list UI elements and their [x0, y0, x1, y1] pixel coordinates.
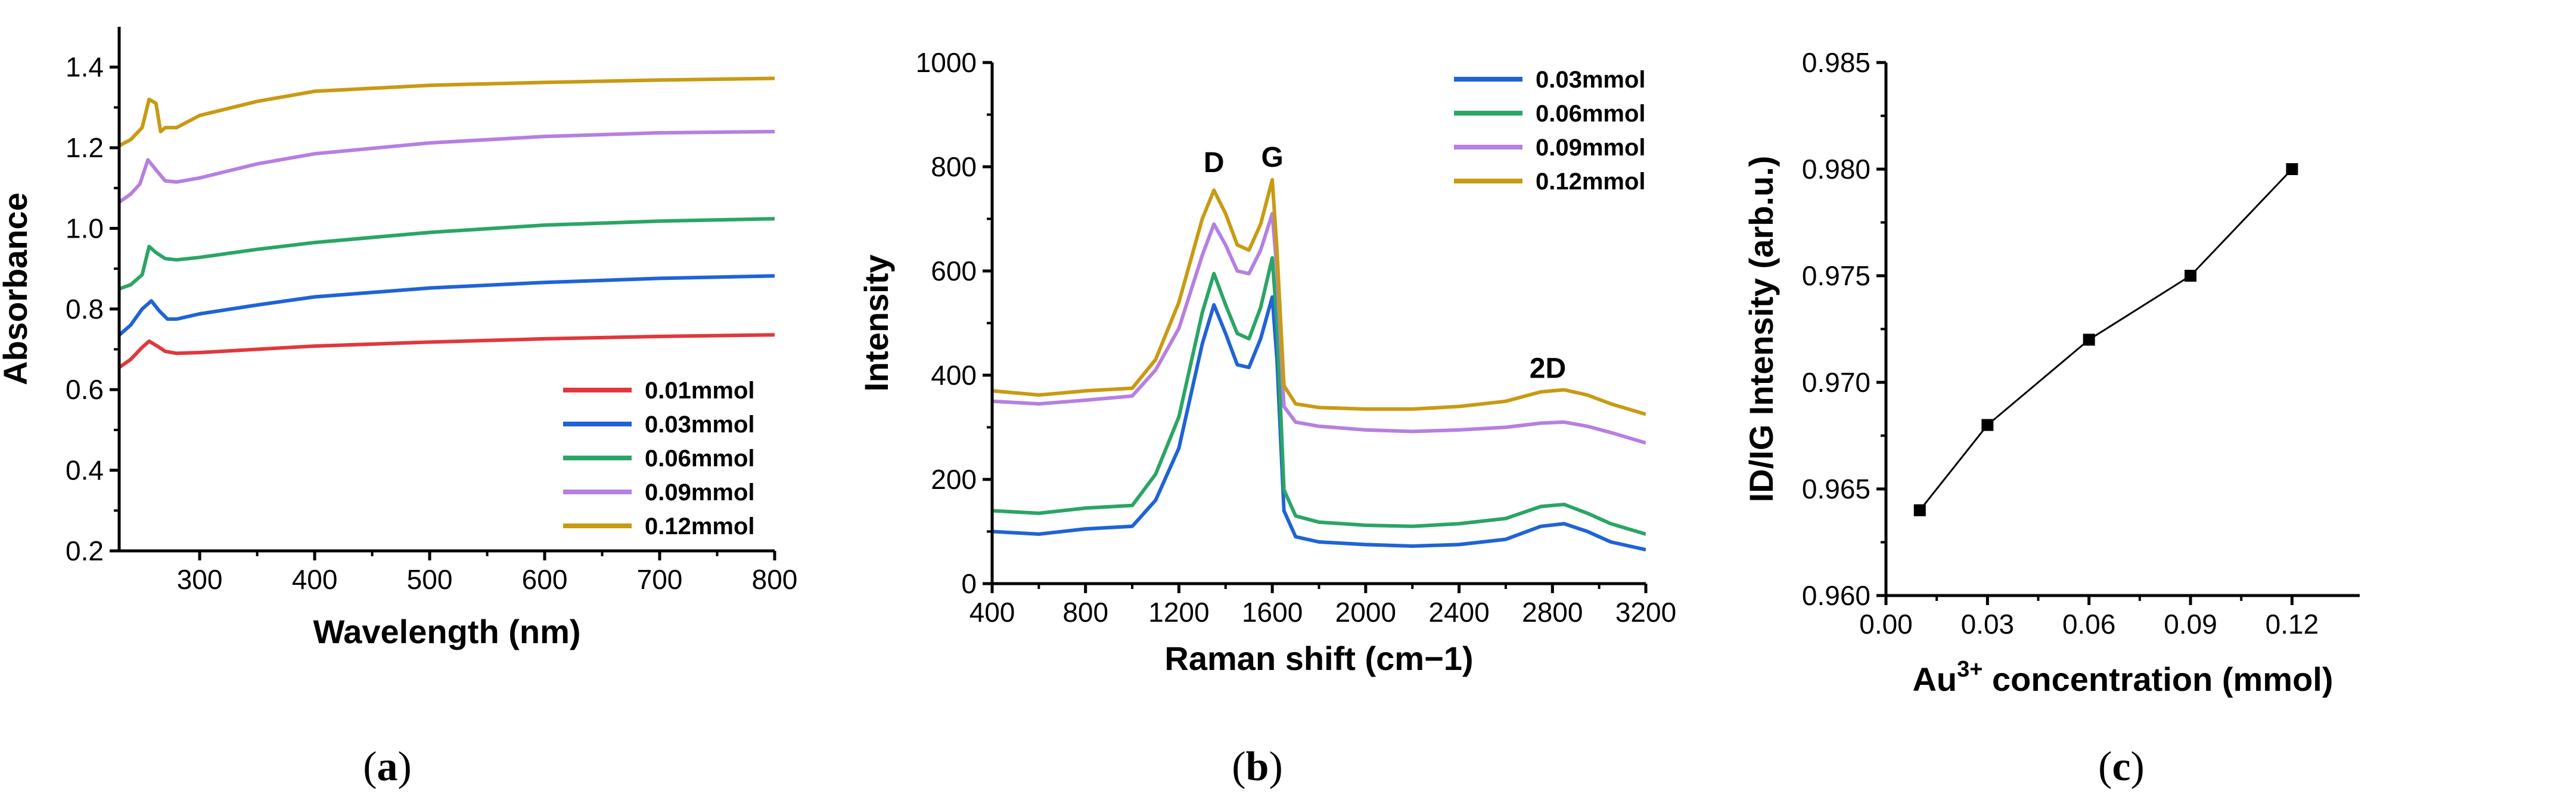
x-axis-label-sup: 3+	[1957, 657, 1983, 682]
y-tick-label: 0.965	[1802, 473, 1870, 504]
series-line-0.06mmol	[992, 256, 1646, 536]
legend-label: 0.03mmol	[645, 412, 755, 438]
caption-close: )	[2131, 744, 2145, 790]
y-tick-label: 0.980	[1802, 154, 1870, 185]
series-line-ID/IG	[1919, 168, 2293, 511]
legend-label: 0.06mmol	[1536, 101, 1646, 127]
series-line-0.12mmol	[992, 177, 1646, 416]
caption-open: (	[363, 744, 377, 790]
panel-caption-b: (b)	[1232, 744, 1283, 790]
x-tick-label: 400	[970, 597, 1015, 628]
x-tick-label: 0.12	[2266, 609, 2319, 640]
panel-b-chart: 0 200 400 600 800 1000 400 800 1200 1600 2000 2400 2…	[857, 47, 1676, 677]
y-tick-label: 0.985	[1802, 47, 1870, 78]
x-tick-label: 300	[177, 564, 223, 595]
caption-close: )	[398, 744, 412, 790]
y-tick-label: 1.2	[66, 132, 104, 163]
y-tick-label: 1000	[916, 47, 977, 78]
legend: 0.01mmol 0.03mmol 0.06mmol 0.09mmol 0.12mmol	[563, 378, 755, 540]
y-tick-label: 0.960	[1802, 580, 1870, 611]
y-axis-label: ID/IG Intensity (arb.u.)	[1742, 156, 1780, 503]
x-tick-label: 1200	[1148, 597, 1209, 628]
y-tick-label: 400	[931, 360, 977, 391]
caption-open: (	[1232, 744, 1245, 790]
y-tick-label: 0.970	[1802, 367, 1870, 398]
x-tick-label: 0.06	[2062, 609, 2116, 640]
y-tick-label: 0	[961, 568, 977, 599]
x-tick-label: 800	[752, 564, 798, 595]
x-tick-label: 500	[407, 564, 453, 595]
peak-label: G	[1261, 142, 1283, 173]
caption-letter: a	[377, 744, 398, 790]
legend-label: 0.09mmol	[1536, 135, 1646, 161]
data-point	[2185, 270, 2197, 282]
data-point	[2083, 334, 2095, 346]
panel-captions: (a) (b) (c)	[363, 744, 2145, 790]
legend-label: 0.09mmol	[645, 479, 755, 506]
y-tick-label: 0.2	[66, 535, 104, 566]
y-tick-label: 0.8	[66, 294, 104, 325]
y-tick-label: 1.0	[66, 213, 104, 244]
series-group	[992, 177, 1646, 552]
series-line-0.09mmol	[992, 211, 1646, 445]
x-tick-label: 2400	[1428, 597, 1489, 628]
y-tick-label: 800	[931, 151, 977, 182]
peak-label: D	[1204, 147, 1225, 179]
y-tick-label: 0.6	[66, 374, 104, 405]
x-tick-label: 400	[292, 564, 338, 595]
caption-letter: c	[2112, 744, 2130, 790]
series-line-0.09mmol	[119, 130, 775, 204]
panel-c-chart: 0.960 0.965 0.970 0.975 0.980 0.985 0.00 0.03 0.…	[1742, 47, 2360, 698]
legend-label: 0.12mmol	[1536, 169, 1646, 195]
y-axis-label: Intensity	[857, 254, 895, 391]
data-point	[2286, 163, 2298, 175]
series-line-0.01mmol	[119, 333, 775, 369]
legend-label: 0.03mmol	[1536, 67, 1646, 93]
caption-close: )	[1269, 744, 1282, 790]
panel-a-chart: 0.2 0.4 0.6 0.8 1.0 1.2 1.4 300 400 500 600 700 800 A…	[0, 27, 797, 650]
series-line-0.03mmol	[119, 274, 775, 337]
legend-label: 0.06mmol	[645, 445, 755, 472]
panel-caption-c: (c)	[2098, 744, 2145, 790]
x-axis-label-base: Au	[1912, 660, 1957, 698]
caption-open: (	[2098, 744, 2112, 790]
series-group	[119, 76, 775, 369]
series-line-0.12mmol	[119, 76, 775, 148]
x-tick-label: 700	[637, 564, 683, 595]
y-axis-label: Absorbance	[0, 192, 34, 385]
series-group	[1919, 168, 2293, 511]
x-tick-label: 2000	[1335, 597, 1396, 628]
x-tick-label: 2800	[1522, 597, 1583, 628]
x-axis-label: Wavelength (nm)	[313, 613, 580, 650]
legend-label: 0.12mmol	[645, 513, 755, 540]
x-tick-label: 0.00	[1859, 609, 1913, 640]
x-axis-label: Au3+ concentration (mmol)	[1912, 657, 2333, 698]
x-tick-label: 3200	[1615, 597, 1676, 628]
peak-label: 2D	[1530, 353, 1566, 384]
x-tick-label: 0.03	[1961, 609, 2015, 640]
data-point	[1981, 419, 1994, 431]
y-tick-label: 600	[931, 255, 977, 286]
legend-label: 0.01mmol	[645, 378, 755, 404]
series-line-0.06mmol	[119, 217, 775, 291]
y-tick-label: 1.4	[66, 52, 104, 83]
series-line-0.03mmol	[992, 295, 1646, 552]
x-tick-label: 600	[522, 564, 568, 595]
x-tick-label: 800	[1062, 597, 1108, 628]
data-point	[1913, 504, 1926, 516]
caption-letter: b	[1246, 744, 1269, 790]
x-axis-label: Raman shift (cm−1)	[1164, 640, 1473, 677]
legend: 0.03mmol 0.06mmol 0.09mmol 0.12mmol	[1454, 67, 1646, 195]
y-tick-label: 0.4	[66, 455, 104, 486]
x-tick-label: 0.09	[2164, 609, 2217, 640]
x-tick-label: 1600	[1242, 597, 1303, 628]
y-tick-label: 0.975	[1802, 260, 1870, 291]
panel-caption-a: (a)	[363, 744, 412, 790]
y-tick-label: 200	[931, 464, 977, 495]
x-axis-label-rest: concentration (mmol)	[1983, 660, 2333, 698]
